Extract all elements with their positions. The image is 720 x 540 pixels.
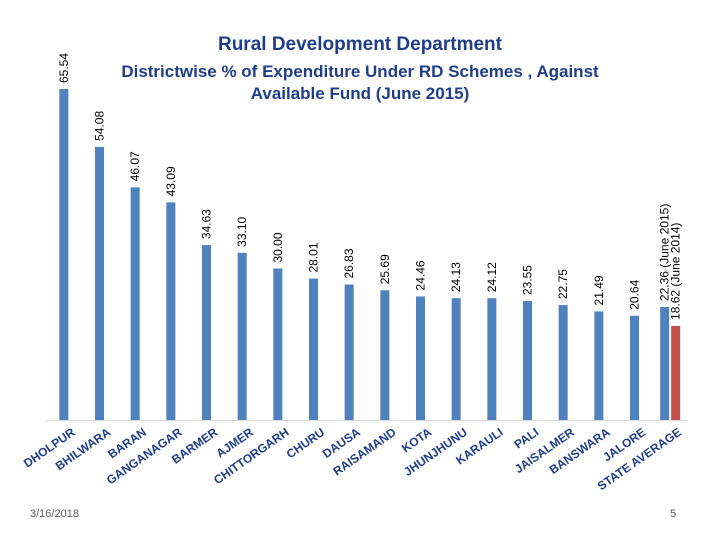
bar-ganganagar bbox=[166, 202, 176, 420]
value-label: 54.08 bbox=[93, 111, 107, 141]
bar-ajmer bbox=[237, 252, 247, 420]
value-label: 21.49 bbox=[592, 275, 606, 305]
value-label: 22.75 bbox=[556, 269, 570, 299]
bar-kota bbox=[416, 296, 425, 420]
page-number: 5 bbox=[670, 508, 677, 520]
value-label-2014: 18.62 (June 2014) bbox=[669, 223, 683, 320]
value-label: 28.01 bbox=[307, 242, 321, 272]
bar-jhunjhunu bbox=[451, 298, 461, 420]
footer-date: 3/16/2018 bbox=[30, 508, 79, 520]
bar-dausa bbox=[344, 284, 354, 420]
bar-churu bbox=[309, 278, 318, 420]
chart-subtitle: Districtwise % of Expenditure Under RD S… bbox=[121, 62, 599, 103]
value-label: 26.83 bbox=[342, 248, 356, 278]
bar-baran bbox=[130, 187, 140, 420]
bar-jalore bbox=[630, 315, 639, 420]
value-label: 24.13 bbox=[449, 262, 463, 292]
chart-title: Rural Development Department bbox=[217, 34, 502, 55]
value-label: 24.46 bbox=[414, 260, 428, 290]
value-label: 22.36 (June 2015) bbox=[658, 204, 672, 301]
bar-state-average bbox=[660, 307, 670, 420]
value-label: 65.54 bbox=[57, 53, 71, 83]
category-label: CHURU bbox=[284, 425, 328, 461]
value-label: 25.69 bbox=[378, 254, 392, 284]
bar-barmer bbox=[202, 245, 211, 420]
value-label: 43.09 bbox=[164, 166, 178, 196]
bar-raisamand bbox=[380, 290, 390, 420]
value-label: 33.10 bbox=[235, 216, 249, 246]
bar-banswara bbox=[594, 311, 604, 420]
value-label: 34.63 bbox=[200, 209, 214, 239]
bar-pali bbox=[523, 301, 532, 420]
bar-dholpur bbox=[59, 89, 69, 420]
bar-karauli bbox=[487, 298, 497, 420]
value-label: 24.12 bbox=[485, 262, 499, 292]
value-label: 30.00 bbox=[271, 232, 285, 262]
value-label: 23.55 bbox=[521, 265, 535, 295]
bar-bhilwara bbox=[95, 146, 104, 420]
bar-jaisalmer bbox=[558, 305, 568, 420]
bar-chittorgarh bbox=[273, 268, 283, 420]
bar-state-average-2014 bbox=[671, 325, 681, 420]
value-label: 20.64 bbox=[628, 279, 642, 309]
value-label: 46.07 bbox=[128, 151, 142, 181]
